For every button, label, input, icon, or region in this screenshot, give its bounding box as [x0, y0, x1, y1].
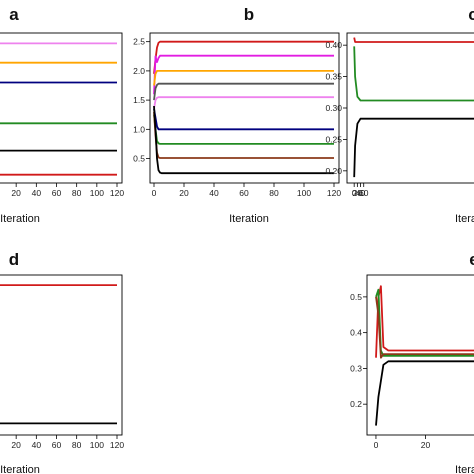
panel-e-y-tick-label: 0.2 — [350, 399, 362, 409]
panel-b-x-tick-label: 20 — [179, 188, 189, 198]
panel-e-y-tick-label: 0.5 — [350, 292, 362, 302]
panel-b-y-tick-label: 0.5 — [133, 154, 145, 164]
panel-e-series-black-line — [375, 360, 474, 426]
panel-a-xlabel: Iteration — [0, 213, 40, 225]
panel-a-x-tick-label: 80 — [72, 188, 82, 198]
panel-c-x-tick-label: 60 — [359, 188, 369, 198]
panel-b-x-tick-label: 40 — [209, 188, 219, 198]
panel-d-x-tick-label: 40 — [32, 440, 42, 450]
panel-a-x-tick-label: 60 — [52, 188, 62, 198]
panel-a: 20 40 60 80 100 120 Iteration a — [0, 5, 124, 225]
panel-b-y-tick-label: 1.0 — [133, 124, 145, 134]
panel-e-series-green-line — [375, 288, 474, 357]
panel-a-frame — [0, 32, 123, 184]
panel-a-x-tick-label: 40 — [32, 188, 42, 198]
panel-d-x-tick-label: 120 — [110, 440, 124, 450]
panel-b-series-orange-line — [153, 70, 334, 86]
panel-b-x-tick-label: 0 — [152, 188, 157, 198]
panel-c-y-tick-label: 0.25 — [325, 134, 342, 144]
panel-c-x-tick-label: 40 — [356, 188, 366, 198]
panel-e-letter: e — [469, 250, 474, 269]
panel-d: 20 40 60 80 100 120 Iteration d — [0, 250, 124, 474]
panel-c-series-green-line — [353, 46, 474, 102]
panel-b-series-violet-line — [153, 96, 334, 110]
panel-c-y-tick-label: 0.35 — [325, 72, 342, 82]
panel-d-x-tick-label: 80 — [72, 440, 82, 450]
panel-b-x-tick-label: 80 — [269, 188, 279, 198]
panel-b-y-tick-label: 2.0 — [133, 66, 145, 76]
panel-e-y-tick-label: 0.4 — [350, 328, 362, 338]
panel-b-series-black-line — [153, 105, 334, 175]
panel-a-x-tick-label: 120 — [110, 188, 124, 198]
panel-c-series-black-line — [353, 117, 474, 178]
panel-b-letter: b — [244, 5, 254, 24]
panel-c-x-tick-label: 0 — [352, 188, 357, 198]
panel-e-xlabel: Itera — [455, 464, 474, 474]
panel-b-y-tick-label: 1.5 — [133, 95, 145, 105]
panel-d-letter: d — [9, 250, 19, 269]
panel-b-x-tick-label: 120 — [327, 188, 341, 198]
panel-d-x-tick-label: 20 — [11, 440, 21, 450]
panel-b-frame — [149, 32, 340, 184]
panel-e-frame — [366, 274, 474, 436]
panel-c-y-tick-label: 0.20 — [325, 166, 342, 176]
panel-b-series-magenta-line — [153, 54, 334, 95]
panel-e-series-brown-line — [375, 296, 474, 359]
panel-c-letter: c — [468, 5, 474, 24]
panel-e-x-tick-label: 0 — [374, 440, 379, 450]
panel-d-x-tick-label: 100 — [90, 440, 104, 450]
panel-b-x-tick-label: 100 — [297, 188, 311, 198]
panel-b-x-tick-label: 60 — [239, 188, 249, 198]
panel-c-x-tick-label: 20 — [353, 188, 363, 198]
panel-e-y-tick-label: 0.3 — [350, 363, 362, 373]
panel-d-frame — [0, 274, 123, 436]
panel-e-x-tick-label: 20 — [421, 440, 431, 450]
panel-b-y-tick-label: 2.5 — [133, 37, 145, 47]
panel-d-x-tick-label: 60 — [52, 440, 62, 450]
panel-a-x-tick-label: 100 — [90, 188, 104, 198]
panel-e: 0 20 0.2 0.3 0.4 0.5 Itera e — [350, 250, 474, 474]
panel-b: 0 20 40 60 80 100 120 0.5 1.0 1.5 2.0 2.5 Iteration b — [133, 5, 341, 225]
panel-c-series-red-line — [353, 37, 474, 43]
panel-b-xlabel: Iteration — [229, 213, 269, 225]
panel-c-xlabel: Itera — [455, 213, 474, 225]
panel-c-y-tick-label: 0.40 — [325, 40, 342, 50]
panel-c-y-tick-label: 0.30 — [325, 103, 342, 113]
panel-a-letter: a — [9, 5, 19, 24]
panel-a-x-tick-label: 20 — [11, 188, 21, 198]
panel-b-series-gray-line — [153, 82, 334, 101]
panel-d-xlabel: Iteration — [0, 464, 40, 474]
